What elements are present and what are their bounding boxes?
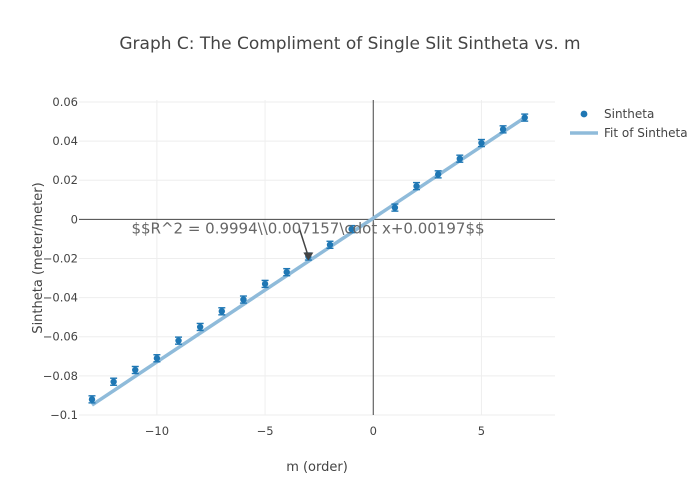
data-point-group [477, 138, 485, 148]
data-point-group [153, 354, 161, 363]
y-tick-label: 0 [71, 212, 78, 226]
x-tick-label: 0 [370, 424, 377, 438]
data-point-group [88, 395, 96, 404]
data-point [434, 171, 442, 178]
data-point-group [261, 279, 269, 289]
fit-line-layer [91, 116, 526, 407]
data-point-group [413, 181, 421, 191]
x-axis-title: m (order) [286, 460, 348, 475]
data-point-group [521, 113, 529, 122]
grid-layer [79, 100, 555, 416]
data-point-group [283, 267, 291, 277]
data-point-group [391, 203, 399, 212]
data-point-group [110, 377, 118, 386]
fit-line [91, 116, 526, 407]
y-tick-label: −0.08 [43, 369, 78, 383]
data-point [348, 225, 355, 233]
data-point [153, 355, 161, 362]
y-tick-label: −0.1 [50, 408, 78, 422]
x-tick-label: 5 [478, 424, 485, 438]
y-tick-label: 0.02 [52, 173, 78, 187]
data-point-group [348, 224, 356, 234]
data-point [218, 308, 225, 315]
data-point-group [239, 295, 247, 304]
data-point-group [499, 125, 507, 134]
legend: Sintheta Fit of Sintheta [570, 107, 688, 140]
data-point-group [218, 307, 226, 316]
data-point [326, 241, 334, 248]
annotation-label: $$R^2 = 0.9994\\0.007157\cdot x+0.00197$… [131, 219, 484, 237]
zero-lines-layer [79, 100, 555, 415]
annotation-arrowhead [303, 252, 314, 261]
data-point-group [434, 170, 442, 179]
data-point-group [196, 322, 204, 332]
x-tick-label: −10 [145, 424, 169, 438]
data-point [283, 268, 290, 276]
y-tick-label: −0.06 [43, 330, 78, 344]
legend-marker-sintheta [580, 110, 588, 118]
chart-title: Graph C: The Compliment of Single Slit S… [119, 34, 580, 54]
y-tick-label: −0.02 [43, 251, 78, 265]
data-point [110, 378, 117, 385]
annotation-arrow [298, 228, 310, 257]
data-points-layer [88, 113, 529, 404]
data-point [88, 396, 96, 403]
data-point [478, 139, 485, 147]
data-point [132, 366, 139, 374]
data-point [240, 296, 247, 303]
data-point [499, 126, 507, 133]
data-point [175, 337, 182, 344]
annotation-layer: $$R^2 = 0.9994\\0.007157\cdot x+0.00197$… [131, 219, 485, 261]
y-tick-label: 0.06 [52, 95, 78, 109]
data-point [521, 114, 528, 121]
x-tick-label: −5 [257, 424, 274, 438]
tick-labels-layer: −10 −5 0 5 0.06 0.04 0.02 0 −0.02 −0.04 −0.06 −0.08… [43, 95, 485, 438]
y-tick-label: −0.04 [43, 291, 78, 305]
legend-label-fit: Fit of Sintheta [604, 126, 688, 140]
data-point [413, 182, 420, 190]
data-point [391, 204, 399, 211]
legend-label-sintheta: Sintheta [604, 107, 654, 121]
y-tick-label: 0.04 [52, 134, 78, 148]
y-axis-title: Sintheta (meter/meter) [31, 182, 46, 333]
data-point-group [326, 240, 334, 250]
data-point [261, 280, 269, 288]
data-point [456, 155, 463, 162]
data-point-group [456, 154, 464, 163]
data-point-group [131, 365, 139, 375]
data-point [196, 323, 204, 331]
data-point-group [175, 336, 183, 345]
